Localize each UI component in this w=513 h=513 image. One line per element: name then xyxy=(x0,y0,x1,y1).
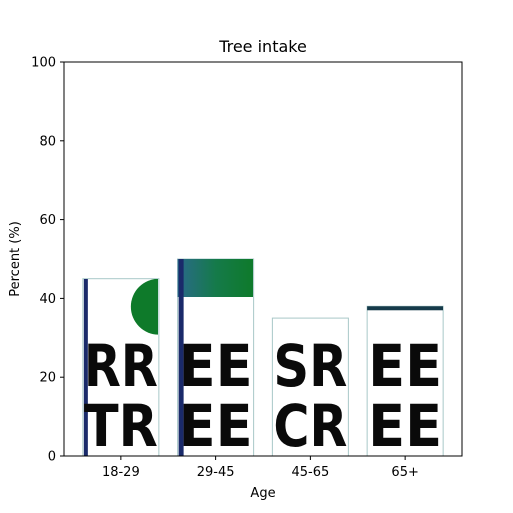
y-axis-ticks: 0 20 40 60 80 100 xyxy=(31,56,64,465)
bar-top-band xyxy=(367,306,443,311)
x-tick-label: 65+ xyxy=(391,465,418,480)
bar-text-art: EE xyxy=(368,392,442,460)
bar-text-art: TR xyxy=(84,392,158,460)
y-tick-label: 20 xyxy=(39,371,56,386)
y-tick-label: 80 xyxy=(39,134,56,149)
bar-edge-stripe xyxy=(83,279,88,456)
bar-green-shape xyxy=(130,279,158,335)
bar-text-art: EE xyxy=(179,332,253,400)
y-tick-label: 60 xyxy=(39,213,56,228)
y-tick-label: 100 xyxy=(31,56,56,71)
x-tick-label: 45-65 xyxy=(291,465,329,480)
y-axis-label: Percent (%) xyxy=(8,221,23,297)
bar-text-art: EE xyxy=(179,392,253,460)
x-axis-ticks: 18-29 29-45 45-65 65+ xyxy=(102,456,419,480)
y-tick-label: 40 xyxy=(39,292,56,307)
bar-green-band xyxy=(177,259,253,297)
y-tick-label: 0 xyxy=(48,450,56,465)
x-tick-label: 18-29 xyxy=(102,465,140,480)
x-axis-label: Age xyxy=(250,486,275,501)
chart-title: Tree intake xyxy=(218,37,307,56)
bar-text-art: SR xyxy=(273,332,347,400)
bar-rect xyxy=(271,317,349,457)
bar-rect xyxy=(366,305,444,457)
x-tick-label: 29-45 xyxy=(197,465,235,480)
bar-text-art: EE xyxy=(368,332,442,400)
bar-edge-stripe xyxy=(178,259,184,456)
bar-text-art: CR xyxy=(273,392,347,460)
bar-text-art: RR xyxy=(84,332,158,400)
plot-frame xyxy=(63,61,463,457)
